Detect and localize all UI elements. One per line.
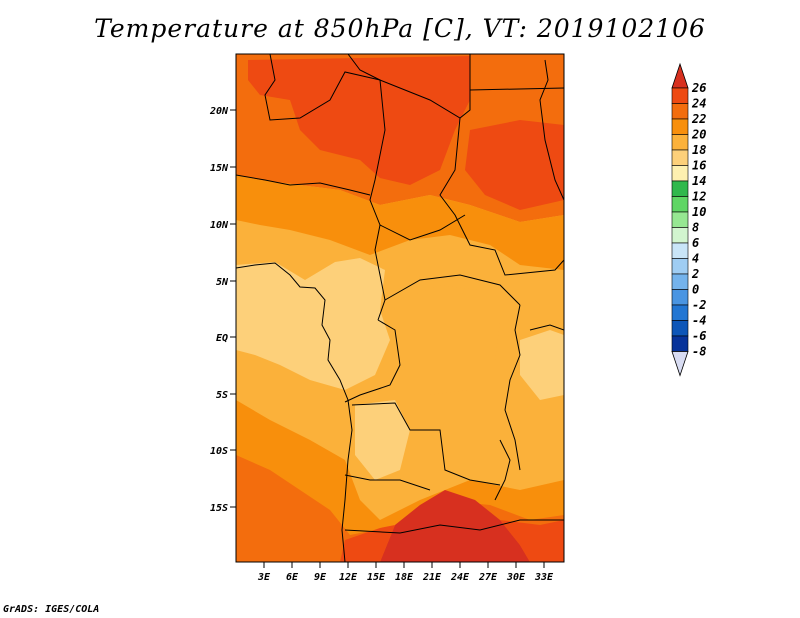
colorbar-segment (671, 227, 689, 244)
colorbar-label: 10 (692, 205, 706, 219)
lat-labels: 20N 15N 10N 5N EQ 5S 10S 15S (209, 106, 229, 514)
lon-ticks (263, 562, 545, 568)
colorbar-segment (671, 180, 689, 197)
cool-region-central (355, 400, 410, 480)
grads-credit: GrADS: IGES/COLA (3, 604, 100, 615)
colorbar-label: 20 (691, 128, 706, 142)
lat-label: 15N (210, 163, 229, 174)
colorbar-segment (671, 118, 689, 135)
colorbar-segment (671, 289, 689, 306)
colorbar-segment (671, 134, 689, 151)
colorbar-label: 18 (692, 143, 706, 157)
colorbar-label: 16 (692, 159, 706, 173)
colorbar-label: 0 (692, 283, 699, 297)
map-frame (235, 53, 565, 563)
colorbar-segment (671, 196, 689, 213)
lon-label: 9E (314, 572, 327, 583)
colorbar-label: 2 (691, 267, 699, 281)
colorbar-label: -4 (692, 314, 706, 328)
colorbar-segment (671, 320, 689, 337)
lat-label: EQ (216, 333, 228, 344)
colorbar-segment (671, 304, 689, 321)
map-title: Temperature at 850hPa [C], VT: 201910210… (94, 14, 706, 43)
lat-label: 15S (210, 503, 228, 514)
colorbar-segment (671, 242, 689, 259)
hot-core-south-outer (340, 525, 395, 562)
lat-label: 10S (210, 446, 228, 457)
hot-core-southeast (500, 520, 564, 562)
colorbar-over-arrow (671, 62, 689, 89)
colorbar-segment (671, 165, 689, 182)
hot-core-northwest (248, 56, 470, 185)
lat-label: 5N (216, 277, 229, 288)
lon-label: 27E (478, 572, 498, 583)
colorbar-segment (671, 103, 689, 120)
lat-label: 10N (210, 220, 229, 231)
lon-label: 24E (450, 572, 470, 583)
lat-ticks (230, 109, 236, 508)
colorbar-label: 22 (691, 112, 706, 126)
lon-label: 30E (506, 572, 526, 583)
colorbar-label: -8 (692, 345, 706, 359)
colorbar-under-arrow (671, 351, 689, 377)
lon-label: 3E (257, 572, 271, 583)
colorbar-label: 12 (692, 190, 706, 204)
lon-label: 21E (422, 572, 442, 583)
colorbar-segment (671, 149, 689, 166)
mild-center-congo (390, 285, 500, 395)
hot-core-south (380, 490, 530, 562)
colorbar-label: 24 (691, 97, 706, 111)
cool-region-east (520, 330, 564, 400)
colorbar-label: -6 (692, 329, 706, 343)
lat-label: 5S (216, 390, 228, 401)
lat-label: 20N (209, 106, 229, 117)
colorbar-segment (671, 87, 689, 104)
colorbar-segment (671, 273, 689, 290)
colorbar-segment (671, 258, 689, 275)
colorbar-segments (671, 62, 689, 377)
lon-labels: 3E 6E 9E 12E 15E 18E 21E 24E 27E 30E 33E (257, 572, 554, 583)
colorbar-label: 26 (691, 81, 706, 95)
colorbar-segment (671, 211, 689, 228)
lon-label: 18E (395, 572, 414, 583)
colorbar-label: 4 (692, 252, 699, 266)
political-borders (236, 54, 564, 562)
colorbar-label: 14 (692, 174, 706, 188)
colorbar-label: -2 (692, 298, 706, 312)
lon-label: 6E (286, 572, 299, 583)
colorbar-label: 6 (692, 236, 699, 250)
hot-core-northeast (465, 120, 564, 210)
colorbar-segment (671, 335, 689, 352)
cool-region-west (236, 258, 390, 390)
temperature-field (236, 54, 564, 562)
lon-label: 12E (339, 572, 358, 583)
lon-label: 15E (367, 572, 386, 583)
band-20-22-north (236, 175, 564, 270)
lon-label: 33E (534, 572, 554, 583)
colorbar-label: 8 (692, 221, 699, 235)
